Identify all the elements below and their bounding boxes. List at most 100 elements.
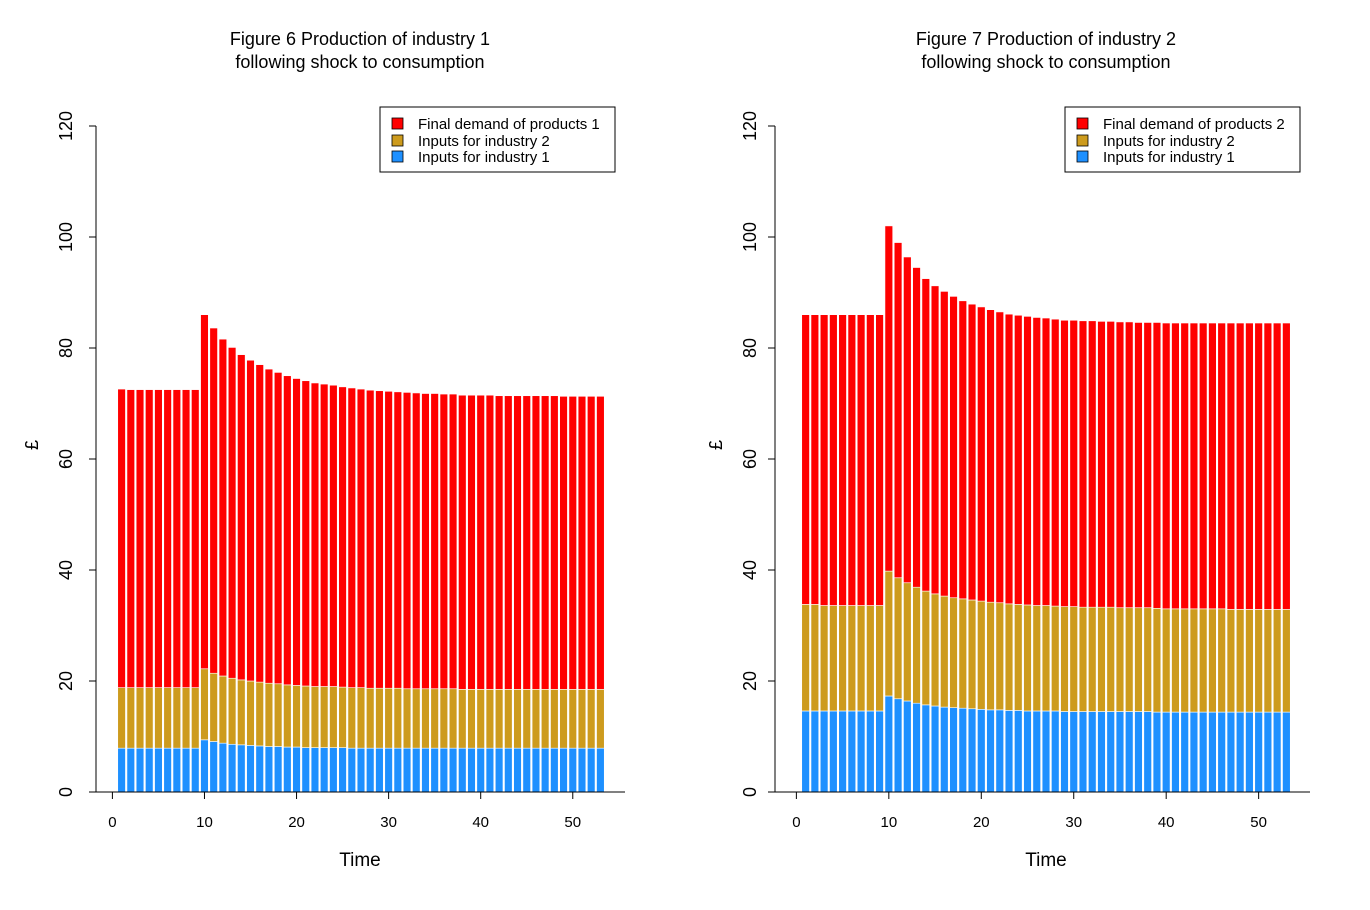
bar-final-demand: [838, 314, 847, 606]
bar-final-demand: [1282, 322, 1291, 610]
bar-inputs-industry-2: [940, 595, 949, 708]
bar-inputs-industry-2: [801, 604, 810, 712]
bar-final-demand: [1254, 322, 1263, 610]
bar-final-demand: [421, 393, 430, 690]
bar-inputs-industry-2: [1106, 606, 1115, 712]
y-tick-label: 20: [740, 671, 760, 691]
bar-final-demand: [921, 278, 930, 592]
legend-box: [1064, 106, 1301, 173]
bar-final-demand: [163, 389, 172, 688]
bar-inputs-industry-2: [1004, 603, 1014, 711]
bar-inputs-industry-2: [172, 687, 182, 749]
bar-inputs-industry-2: [237, 679, 246, 746]
bar-inputs-industry-1: [494, 747, 504, 793]
x-axis-label: Time: [339, 850, 381, 871]
bar-final-demand: [145, 389, 154, 688]
bar-final-demand: [191, 389, 200, 688]
bar-final-demand: [577, 395, 587, 690]
bar-final-demand: [1088, 320, 1097, 608]
bar-inputs-industry-2: [1217, 608, 1226, 713]
bar-inputs-industry-1: [163, 747, 172, 793]
bar-inputs-industry-1: [421, 747, 430, 793]
bar-final-demand: [366, 389, 375, 689]
bar-final-demand: [531, 395, 541, 690]
chart-panel-figure-7: Figure 7 Production of industry 2 follow…: [706, 29, 1310, 871]
x-axis-label: Time: [1025, 850, 1067, 871]
bar-inputs-industry-2: [1254, 609, 1263, 713]
bar-inputs-industry-1: [191, 747, 200, 793]
bar-final-demand: [801, 314, 810, 605]
bar-inputs-industry-2: [1235, 609, 1245, 713]
bar-final-demand: [1208, 322, 1217, 610]
bar-inputs-industry-2: [439, 688, 449, 749]
bar-inputs-industry-1: [1235, 711, 1245, 793]
bar-inputs-industry-1: [1162, 711, 1171, 793]
bar-final-demand: [126, 389, 135, 688]
legend-swatch-final-demand: [1076, 117, 1089, 130]
bar-inputs-industry-1: [856, 710, 866, 793]
bar-final-demand: [356, 388, 366, 688]
x-tick-label: 40: [1158, 814, 1175, 831]
bar-inputs-industry-2: [485, 689, 495, 749]
bar-inputs-industry-1: [1125, 711, 1134, 793]
bar-inputs-industry-1: [540, 747, 550, 793]
bar-inputs-industry-1: [126, 747, 135, 793]
bar-inputs-industry-2: [1180, 608, 1189, 713]
bar-inputs-industry-1: [1014, 710, 1023, 793]
bar-inputs-industry-1: [448, 747, 458, 793]
bar-inputs-industry-2: [1245, 609, 1254, 713]
bar-inputs-industry-1: [884, 695, 894, 793]
bar-inputs-industry-1: [1004, 710, 1014, 793]
bar-inputs-industry-1: [949, 707, 958, 793]
bar-final-demand: [995, 311, 1004, 604]
bar-final-demand: [1014, 314, 1023, 605]
bar-final-demand: [458, 394, 467, 690]
x-tick-label: 0: [792, 814, 800, 831]
legend-label-final-demand: Final demand of products 1: [418, 116, 600, 133]
bar-inputs-industry-2: [866, 605, 875, 712]
bar-final-demand: [1106, 321, 1115, 608]
bar-final-demand: [1134, 322, 1143, 609]
bar-inputs-industry-2: [366, 687, 375, 749]
bar-inputs-industry-1: [977, 708, 986, 793]
bar-inputs-industry-2: [986, 601, 995, 711]
y-tick-label: 0: [740, 787, 760, 797]
bar-final-demand: [884, 225, 894, 572]
bar-inputs-industry-1: [329, 747, 338, 793]
bar-inputs-industry-1: [273, 746, 283, 793]
bar-inputs-industry-2: [912, 586, 921, 704]
y-axis-label: £: [22, 440, 42, 450]
bar-inputs-industry-1: [393, 747, 402, 793]
bar-inputs-industry-2: [856, 605, 866, 712]
bar-final-demand: [172, 389, 182, 688]
bar-final-demand: [1171, 322, 1180, 610]
legend-swatch-inputs-industry-2: [1076, 134, 1089, 147]
bar-final-demand: [1143, 322, 1152, 609]
bar-inputs-industry-2: [1134, 607, 1143, 712]
bar-inputs-industry-2: [1171, 608, 1180, 713]
bar-inputs-industry-1: [1152, 711, 1162, 793]
bar-final-demand: [283, 375, 292, 686]
bar-inputs-industry-2: [1162, 608, 1171, 713]
y-tick-label: 120: [740, 111, 760, 141]
bar-inputs-industry-1: [412, 747, 421, 793]
bar-inputs-industry-1: [967, 708, 977, 793]
bar-final-demand: [893, 242, 903, 579]
bar-inputs-industry-2: [504, 689, 513, 749]
bar-final-demand: [237, 354, 246, 681]
y-tick-label: 120: [56, 111, 76, 141]
bar-final-demand: [847, 314, 857, 606]
bar-final-demand: [181, 389, 191, 688]
bar-final-demand: [494, 395, 504, 690]
bar-inputs-industry-2: [301, 685, 310, 748]
bar-final-demand: [1060, 319, 1069, 607]
bar-inputs-industry-1: [921, 704, 930, 793]
bar-final-demand: [246, 359, 255, 682]
bar-inputs-industry-2: [181, 687, 191, 749]
bar-inputs-industry-1: [1217, 711, 1226, 793]
bar-final-demand: [1097, 321, 1106, 608]
bar-inputs-industry-1: [283, 746, 292, 793]
y-axis-label: £: [706, 440, 726, 450]
bar-final-demand: [485, 394, 495, 690]
